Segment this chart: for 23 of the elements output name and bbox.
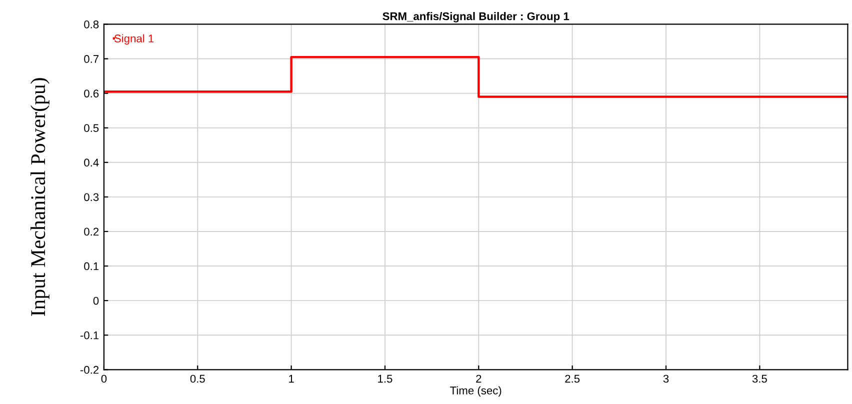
x-tick-label: 1.5 [378, 374, 392, 383]
x-tick-label: 3 [663, 374, 669, 383]
legend-label: Signal 1 [114, 34, 154, 45]
x-tick-label: 3.5 [752, 374, 767, 383]
y-tick-label: -0.1 [80, 331, 99, 340]
y-tick-label: 0.8 [84, 20, 99, 28]
y-tick-label: 0.3 [84, 193, 99, 202]
y-tick-label: 0.2 [84, 228, 99, 236]
y-tick-label: 0.7 [84, 55, 99, 63]
chart-title: SRM_anfis/Signal Builder : Group 1 [382, 12, 570, 22]
y-axis-title: Input Mechanical Power(pu) [30, 78, 50, 316]
y-tick-label: 0.6 [84, 90, 99, 98]
x-tick-label: 0.5 [190, 374, 205, 383]
x-tick-label: 2 [476, 374, 482, 383]
y-tick-label: 0.1 [84, 262, 99, 270]
x-axis-title: Time (sec) [450, 386, 502, 397]
x-tick-label: 2.5 [565, 374, 580, 383]
x-tick-label: 0 [101, 374, 107, 383]
y-tick-label: 0 [93, 296, 99, 305]
x-tick-label: 1 [289, 374, 294, 383]
y-tick-label: 0.5 [84, 124, 99, 132]
y-tick-label: -0.2 [80, 366, 99, 374]
y-tick-label: 0.4 [84, 158, 99, 167]
